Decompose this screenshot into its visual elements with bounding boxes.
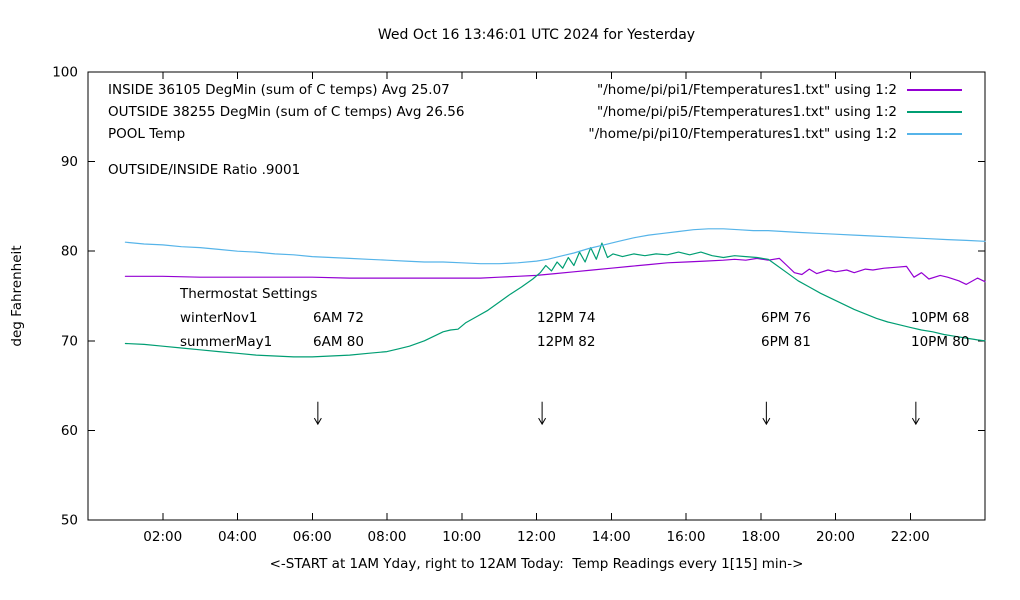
legend-line-sample-outside	[907, 111, 962, 113]
x-tick-label: 20:00	[816, 529, 855, 545]
legend-row-pool: POOL Temp "/home/pi/pi10/Ftemperatures1.…	[108, 123, 962, 145]
thermostat-summer-10pm: 10PM 80	[911, 334, 970, 350]
legend-source-outside: "/home/pi/pi5/Ftemperatures1.txt" using …	[597, 104, 897, 120]
setpoint-arrowhead	[313, 417, 322, 426]
thermostat-summer-6pm: 6PM 81	[761, 334, 811, 350]
thermostat-winter-10pm: 10PM 68	[911, 310, 970, 326]
legend: INSIDE 36105 DegMin (sum of C temps) Avg…	[108, 79, 962, 145]
thermostat-winter-6pm: 6PM 76	[761, 310, 811, 326]
thermostat-winter-6am: 6AM 72	[313, 310, 364, 326]
setpoint-arrowhead	[538, 417, 547, 426]
y-tick-label: 60	[61, 423, 78, 439]
x-tick-label: 06:00	[293, 529, 332, 545]
y-tick-label: 70	[61, 333, 78, 349]
x-tick-label: 04:00	[218, 529, 257, 545]
series-line-pool	[124, 228, 986, 265]
x-tick-label: 08:00	[368, 529, 407, 545]
y-tick-label: 80	[61, 244, 78, 260]
x-tick-label: 18:00	[741, 529, 780, 545]
thermostat-summer-6am: 6AM 80	[313, 334, 364, 350]
thermostat-settings-heading: Thermostat Settings	[180, 286, 318, 302]
x-tick-label: 22:00	[891, 529, 930, 545]
legend-source-inside: "/home/pi/pi1/Ftemperatures1.txt" using …	[597, 82, 897, 98]
y-tick-label: 100	[52, 65, 78, 81]
x-tick-label: 12:00	[517, 529, 556, 545]
x-tick-label: 02:00	[143, 529, 182, 545]
series-line-inside	[124, 257, 986, 285]
x-tick-label: 10:00	[442, 529, 481, 545]
legend-line-sample-inside	[907, 89, 962, 91]
setpoint-arrowhead	[911, 417, 920, 426]
thermostat-winter-12pm: 12PM 74	[537, 310, 596, 326]
thermostat-summer-12pm: 12PM 82	[537, 334, 596, 350]
y-axis-label: deg Fahrenheit	[9, 245, 25, 347]
thermostat-winter-label: winterNov1	[180, 310, 258, 326]
thermostat-summer-label: summerMay1	[180, 334, 273, 350]
x-tick-label: 16:00	[667, 529, 706, 545]
chart-title: Wed Oct 16 13:46:01 UTC 2024 for Yesterd…	[377, 27, 696, 43]
setpoint-arrowhead	[762, 417, 771, 426]
x-tick-label: 14:00	[592, 529, 631, 545]
legend-label-pool: POOL Temp	[108, 126, 186, 142]
y-tick-label: 90	[61, 154, 78, 170]
legend-row-inside: INSIDE 36105 DegMin (sum of C temps) Avg…	[108, 79, 962, 101]
legend-source-pool: "/home/pi/pi10/Ftemperatures1.txt" using…	[588, 126, 897, 142]
x-axis-label: <-START at 1AM Yday, right to 12AM Today…	[269, 556, 804, 572]
y-tick-label: 50	[61, 513, 78, 529]
ratio-annotation: OUTSIDE/INSIDE Ratio .9001	[108, 162, 301, 178]
legend-label-outside: OUTSIDE 38255 DegMin (sum of C temps) Av…	[108, 104, 465, 120]
legend-line-sample-pool	[907, 133, 962, 135]
legend-row-outside: OUTSIDE 38255 DegMin (sum of C temps) Av…	[108, 101, 962, 123]
legend-label-inside: INSIDE 36105 DegMin (sum of C temps) Avg…	[108, 82, 450, 98]
